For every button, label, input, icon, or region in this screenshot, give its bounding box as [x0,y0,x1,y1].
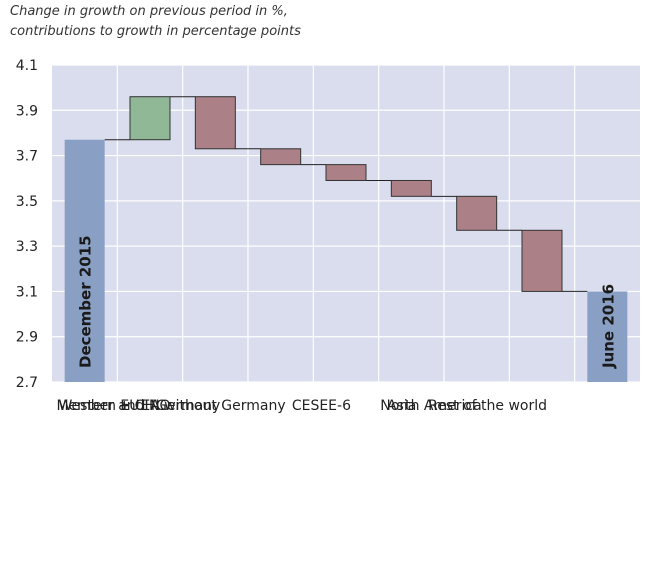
bar-rest-of-the-world [521,229,563,292]
x-tick-label: Asia [387,398,416,414]
bar-north-america [456,195,498,231]
y-tick-label: 2.7 [16,375,38,391]
bar-label: June 2016 [599,284,617,369]
y-tick-label: 3.3 [16,239,38,255]
y-tick-label: 2.9 [16,330,38,346]
bar-western-eu-member-ch-and-no [129,96,171,141]
bar-december-2015 [64,139,105,382]
x-tick-label: Rest of the world [428,398,547,414]
bar-cesee-6 [325,164,367,181]
y-axis: 2.7 2.9 3.1 3.3 3.5 3.7 3.9 4.1 [16,58,38,391]
y-tick-label: 3.9 [16,103,38,119]
x-tick-label: North America [380,398,481,414]
y-tick-label: 3.1 [16,284,38,300]
bar-germany [194,96,236,150]
y-tick-label: 3.5 [16,194,38,210]
y-tick-label: 3.7 [16,149,38,165]
bar-label: December 2015 [77,235,95,368]
x-tick-label: CESEE-6 [292,398,351,414]
bars: December 2015 June 2016 [64,96,628,382]
bar-asia [390,179,432,197]
x-tick-label: Germany [156,398,220,414]
chart-subtitle-line-2: contributions to growth in percentage po… [10,24,301,39]
chart-subtitle: Change in growth on previous period in %… [10,2,570,42]
connector-lines [104,96,588,292]
bar-june-2016 [587,291,628,382]
x-tick-label: Western EUMember + CHand NO [56,398,170,414]
chart-subtitle-line-1: Change in growth on previous period in %… [10,4,288,19]
y-tick-label: 4.1 [16,58,38,74]
bar-ea-without-germany [260,148,302,166]
x-tick-label: EA without Germany [141,398,285,414]
